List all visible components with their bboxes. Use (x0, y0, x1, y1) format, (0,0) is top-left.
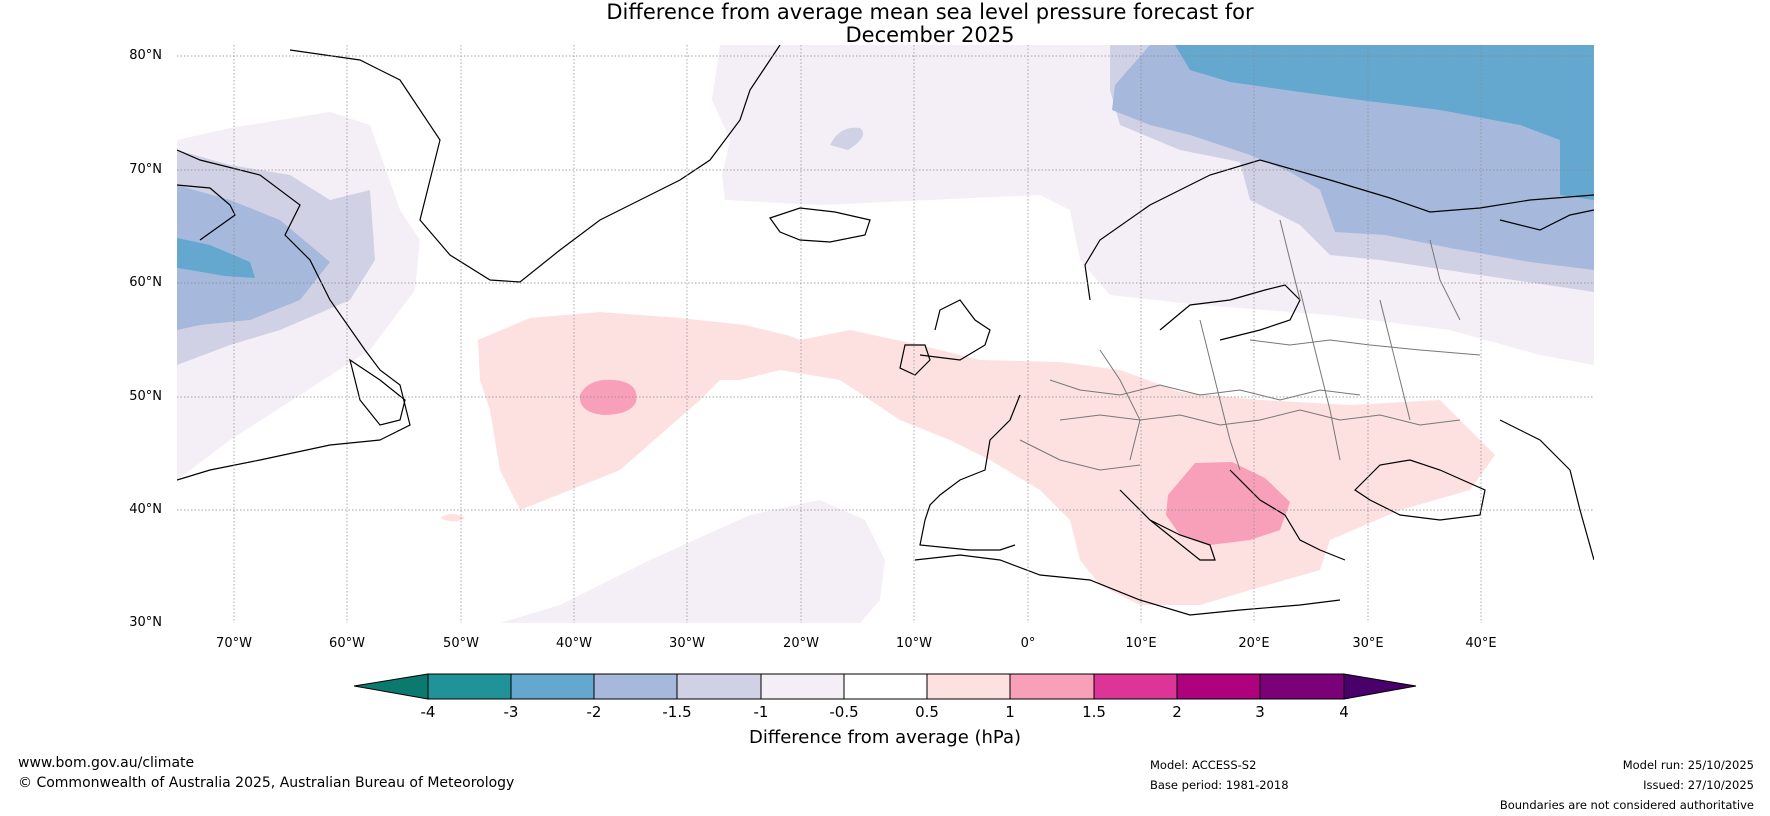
colorbar-segment (1176, 673, 1261, 700)
positive-anomaly-italy-core (1166, 462, 1290, 545)
latitude-label: 50°N (129, 389, 162, 404)
negative-anomaly-icelandic-spot (830, 127, 864, 150)
model-run-text: Model run: 25/10/2025 (1622, 758, 1754, 772)
colorbar-tick-label: 0.5 (915, 703, 939, 721)
positive-anomaly-west-atlantic-spot (440, 514, 465, 522)
iceland-coast (769, 207, 871, 243)
greenland-coast (289, 45, 781, 283)
europe-west-coast (919, 394, 1021, 551)
negative-anomaly-west-core (177, 238, 255, 278)
black-sea-coast (1354, 459, 1486, 521)
latitude-label: 70°N (129, 162, 162, 177)
colorbar-tick-label: -1 (753, 703, 769, 721)
colorbar-tick-label: -4 (420, 703, 436, 721)
colorbar-tick-label: -2 (586, 703, 602, 721)
longitude-label: 10°W (896, 636, 932, 651)
base-period-text: Base period: 1981-2018 (1150, 778, 1289, 792)
latitude-label: 40°N (129, 502, 162, 517)
colorbar-tick-label: -0.5 (829, 703, 859, 721)
ireland-coast (899, 344, 931, 376)
colorbar-segment (676, 673, 762, 700)
negative-anomaly-arctic-core (1175, 45, 1594, 200)
colorbar-segment (926, 673, 1011, 700)
longitude-label: 60°W (329, 636, 365, 651)
longitude-label: 70°W (216, 636, 252, 651)
colorbar-tick-label: 2 (1172, 703, 1182, 721)
north-russia-coast (1499, 209, 1594, 231)
colorbar-segment (1093, 673, 1178, 700)
disclaimer-text: Boundaries are not considered authoritat… (1499, 798, 1754, 812)
negative-anomaly-west-strong (177, 185, 330, 330)
latitude-label: 30°N (129, 615, 162, 630)
colorbar-segment (1009, 673, 1095, 700)
longitude-label: 20°W (783, 636, 819, 651)
colorbar-segment (843, 673, 928, 700)
colorbar-tick-label: -1.5 (662, 703, 692, 721)
latitude-label: 60°N (129, 275, 162, 290)
colorbar-segment (1259, 673, 1345, 700)
colorbar-segment (760, 673, 845, 700)
colorbar-tick-label: 4 (1339, 703, 1349, 721)
longitude-label: 40°W (556, 636, 592, 651)
middle-east-coast (1499, 419, 1594, 561)
longitude-label: 30°W (669, 636, 705, 651)
copyright-text: © Commonwealth of Australia 2025, Austra… (18, 775, 515, 791)
colorbar-tick-label: -3 (503, 703, 519, 721)
longitude-label: 20°E (1238, 636, 1270, 651)
colorbar-extend-low (353, 673, 429, 700)
website-text: www.bom.gov.au/climate (18, 755, 195, 771)
latitude-label: 80°N (129, 48, 162, 63)
map-title-line-1: Difference from average mean sea level p… (606, 0, 1254, 24)
balkan-coast (1229, 469, 1346, 561)
positive-anomaly-north-atlantic-core (579, 379, 637, 415)
colorbar-tick-label: 1.5 (1082, 703, 1106, 721)
italy-coast (1119, 489, 1216, 561)
country-borders (1019, 219, 1481, 471)
north-africa-coast (914, 554, 1341, 616)
graticule (177, 45, 1594, 623)
negative-anomaly-atlantic-south (500, 500, 885, 623)
colorbar-tick-label: 1 (1005, 703, 1015, 721)
model-text: Model: ACCESS-S2 (1150, 758, 1257, 772)
colorbar-extend-high (1343, 673, 1417, 700)
baltic-coast (1159, 284, 1301, 341)
colorbar (353, 673, 1417, 700)
newfoundland-coast (349, 358, 406, 426)
longitude-label: 30°E (1352, 636, 1384, 651)
issued-text: Issued: 27/10/2025 (1643, 778, 1754, 792)
colorbar-segment (593, 673, 678, 700)
map-title-line-2: December 2025 (845, 23, 1015, 47)
colorbar-tick-label: 3 (1255, 703, 1265, 721)
longitude-label: 40°E (1465, 636, 1497, 651)
anomaly-fields (177, 45, 1594, 623)
longitude-label: 0° (1020, 636, 1036, 651)
canada-north-coast (177, 184, 236, 241)
colorbar-label: Difference from average (hPa) (748, 727, 1022, 748)
britain-coast (919, 299, 991, 361)
labrador-coast (177, 149, 411, 481)
longitude-label: 50°W (443, 636, 479, 651)
colorbar-segment (510, 673, 595, 700)
colorbar-segment (427, 673, 512, 700)
longitude-label: 10°E (1125, 636, 1157, 651)
